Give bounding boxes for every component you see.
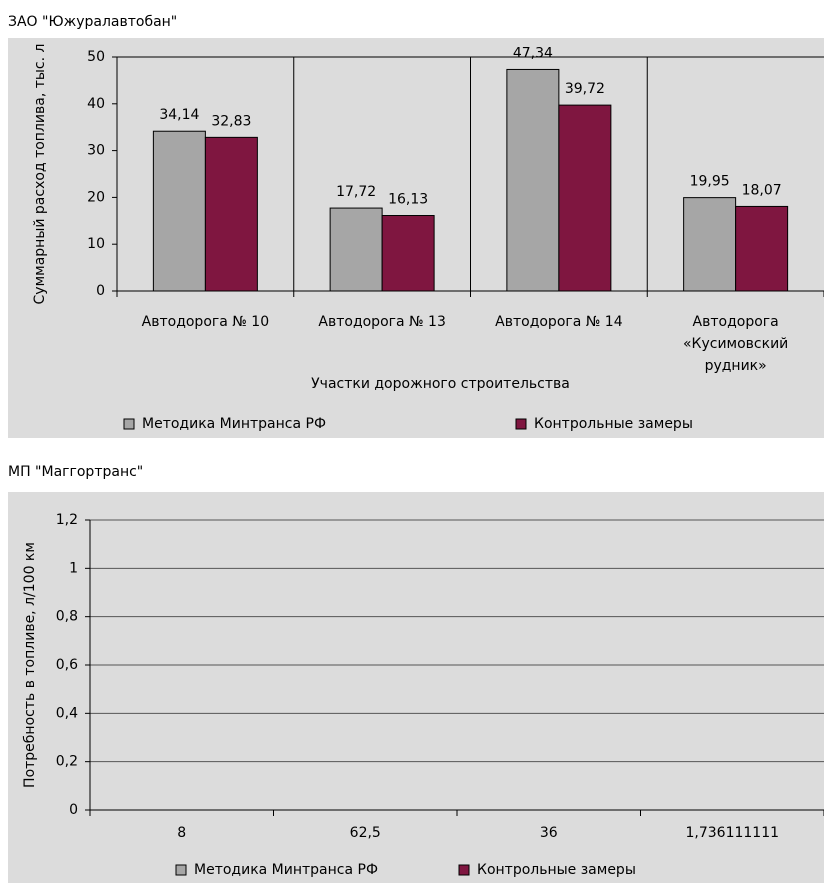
data-label: 19,95 <box>690 174 730 190</box>
bar <box>558 104 612 292</box>
x-tick-label: 1,736111111 <box>685 825 780 841</box>
y-tick-label: 0 <box>69 802 78 818</box>
y-tick-label: 50 <box>87 49 105 65</box>
data-label: 47,34 <box>513 45 553 61</box>
y-tick-label: 20 <box>87 189 105 205</box>
y-tick-label: 30 <box>87 143 105 159</box>
legend-swatch <box>123 418 135 430</box>
x-tick-label: 62,5 <box>349 825 381 841</box>
y-tick-label: 0,4 <box>56 705 78 721</box>
legend-label: Контрольные замеры <box>534 416 693 432</box>
data-label: 17,72 <box>336 184 376 200</box>
legend-label: Методика Минтранса РФ <box>142 416 326 432</box>
y-tick-label: 1 <box>69 560 78 576</box>
bar <box>329 207 383 292</box>
y-tick-label: 40 <box>87 96 105 112</box>
bar <box>381 215 435 292</box>
y-tick-label: 10 <box>87 236 105 252</box>
bar <box>735 205 789 292</box>
y-tick-label: 0,8 <box>56 609 78 625</box>
bar <box>204 136 258 292</box>
data-label: 39,72 <box>565 81 605 97</box>
y-axis-label: Суммарный расход топлива, тыс. л <box>32 44 48 305</box>
bar <box>152 130 206 292</box>
bar <box>683 197 737 292</box>
x-tick-label: Автодорога № 10 <box>141 314 270 330</box>
x-axis-label: Участки дорожного строительства <box>311 376 570 392</box>
legend-label: Методика Минтранса РФ <box>194 862 378 878</box>
chart-title: МП "Маггортранс" <box>8 464 143 480</box>
legend-swatch <box>458 864 470 876</box>
x-tick-label: 36 <box>539 825 558 841</box>
legend-label: Контрольные замеры <box>477 862 636 878</box>
plot-background <box>8 492 824 883</box>
y-axis-label: Потребность в топливе, л/100 км <box>22 542 38 788</box>
x-tick-label: Автодорога «Кусимовский рудник» <box>682 314 789 374</box>
data-label: 16,13 <box>388 192 428 208</box>
legend-swatch <box>175 864 187 876</box>
legend-swatch <box>515 418 527 430</box>
y-tick-label: 0,6 <box>56 657 78 673</box>
y-tick-label: 0 <box>96 283 105 299</box>
bar <box>506 68 560 292</box>
chart-title: ЗАО "Южуралавтобан" <box>8 14 177 30</box>
x-tick-label: 8 <box>177 825 187 841</box>
data-label: 32,83 <box>211 113 251 129</box>
y-tick-label: 1,2 <box>56 512 78 528</box>
x-tick-label: Автодорога № 14 <box>495 314 623 330</box>
data-label: 18,07 <box>742 182 782 198</box>
data-label: 34,14 <box>159 107 199 123</box>
x-tick-label: Автодорога № 13 <box>318 314 446 330</box>
y-tick-label: 0,2 <box>56 754 78 770</box>
